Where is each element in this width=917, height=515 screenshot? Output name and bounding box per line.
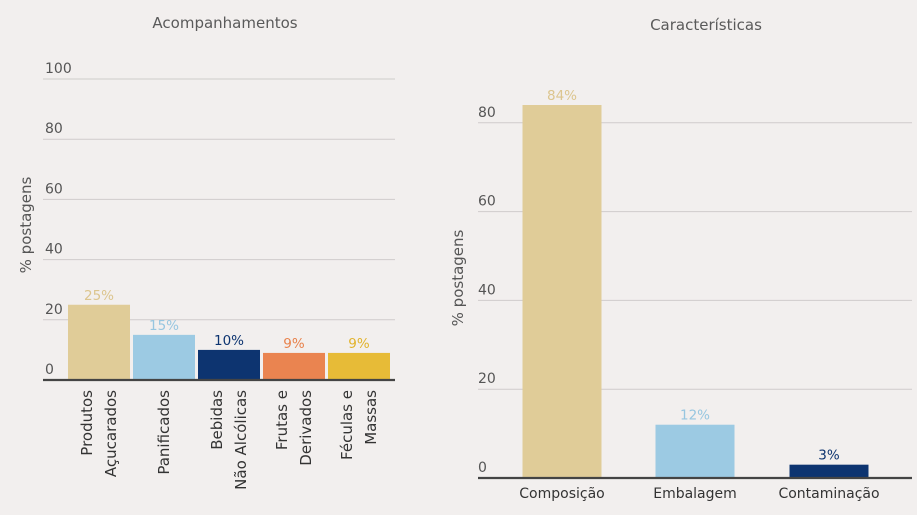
- chart-title: Acompanhamentos: [152, 14, 297, 32]
- category-label: Féculas e: [338, 390, 356, 460]
- bar: [655, 424, 735, 478]
- y-tick-label: 60: [45, 181, 63, 197]
- chart-caracteristicas: Características % postagens 0 20 40 60 80 84…: [449, 16, 912, 502]
- y-tick-label: 80: [45, 121, 63, 137]
- bar: [328, 352, 390, 380]
- category-labels: Composição Embalagem Contaminação: [519, 486, 879, 502]
- category-label: Derivados: [297, 390, 315, 466]
- y-tick-label: 0: [478, 460, 487, 476]
- value-labels: 25% 15% 10% 9% 9%: [84, 288, 370, 352]
- category-label: Frutas e: [273, 390, 291, 450]
- bar-value-label: 84%: [547, 88, 577, 104]
- category-label: Panificados: [155, 390, 173, 475]
- bar-value-label: 25%: [84, 288, 114, 304]
- bar-value-label: 12%: [680, 408, 710, 424]
- chart-acompanhamentos: Acompanhamentos % postagens 0 20 40 60 80 100…: [17, 14, 395, 490]
- bar: [263, 352, 325, 380]
- bar-value-label: 3%: [818, 448, 840, 464]
- bar-value-label: 15%: [149, 318, 179, 334]
- bar-value-label: 10%: [214, 333, 244, 349]
- bars: [522, 105, 869, 478]
- bar: [522, 105, 602, 478]
- y-tick-label: 20: [478, 371, 496, 387]
- y-tick-label: 60: [478, 194, 496, 210]
- y-tick-label: 80: [478, 105, 496, 121]
- gridlines: [43, 78, 395, 321]
- bar-value-label: 9%: [283, 336, 305, 352]
- y-tick-label: 40: [478, 282, 496, 298]
- bar: [198, 349, 260, 380]
- category-label: Açucarados: [102, 390, 120, 477]
- y-tick-label: 40: [45, 242, 63, 258]
- y-tick-label: 0: [45, 362, 54, 378]
- y-tick-labels: 0 20 40 60 80 100: [45, 61, 72, 378]
- category-label: Não Alcólicas: [232, 390, 250, 490]
- category-labels: Produtos Açucarados Panificados Bebidas Não …: [78, 390, 380, 490]
- category-label: Contaminação: [778, 486, 879, 502]
- chart-title: Características: [650, 16, 762, 34]
- value-labels: 84% 12% 3%: [547, 88, 840, 464]
- category-label: Composição: [519, 486, 604, 502]
- bars: [68, 304, 390, 380]
- bar: [789, 464, 869, 478]
- category-label: Massas: [362, 390, 380, 445]
- category-label: Bebidas: [208, 390, 226, 450]
- y-axis-label: % postagens: [449, 229, 467, 326]
- y-tick-label: 100: [45, 61, 72, 77]
- y-tick-labels: 0 20 40 60 80: [478, 105, 496, 476]
- bar: [133, 334, 195, 380]
- bar: [68, 304, 130, 380]
- bar-value-label: 9%: [348, 336, 370, 352]
- category-label: Produtos: [78, 390, 96, 456]
- category-label: Embalagem: [653, 486, 737, 502]
- y-tick-label: 20: [45, 302, 63, 318]
- y-axis-label: % postagens: [17, 176, 35, 273]
